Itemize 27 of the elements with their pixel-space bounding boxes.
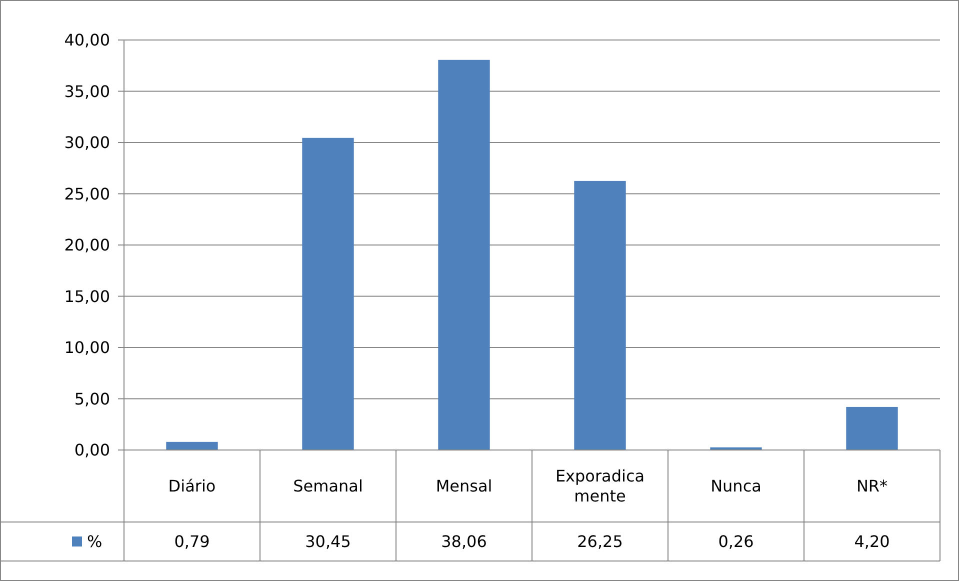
y-tick-label: 15,00 — [64, 286, 110, 306]
y-tick-label: 20,00 — [64, 236, 110, 255]
bar — [166, 442, 218, 450]
y-tick-label: 30,00 — [64, 133, 110, 152]
legend-label: % — [87, 532, 102, 552]
bar — [574, 180, 626, 450]
data-label: 38,06 — [441, 532, 487, 552]
bar — [846, 406, 898, 450]
data-label: 4,20 — [854, 532, 890, 552]
data-label: 26,25 — [577, 532, 623, 552]
y-tick-label: 25,00 — [64, 184, 110, 204]
y-tick-label: 5,00 — [74, 389, 110, 408]
data-label: 30,45 — [305, 532, 351, 552]
x-tick-label: Mensal — [436, 476, 492, 496]
data-label: 0,26 — [718, 532, 754, 552]
x-tick-label: Diário — [168, 476, 216, 496]
bar — [438, 60, 490, 450]
y-tick-label: 40,00 — [64, 30, 110, 50]
y-tick-label: 10,00 — [64, 338, 110, 358]
x-tick-label: NR* — [856, 476, 888, 496]
data-label: 0,79 — [174, 532, 210, 552]
bar — [302, 138, 354, 450]
x-tick-label: Exporadicamente — [555, 466, 645, 506]
y-tick-label: 35,00 — [64, 82, 110, 101]
x-tick-label: Semanal — [293, 476, 363, 496]
y-tick-label: 0,00 — [74, 440, 110, 460]
x-tick-label: Nunca — [710, 476, 762, 496]
